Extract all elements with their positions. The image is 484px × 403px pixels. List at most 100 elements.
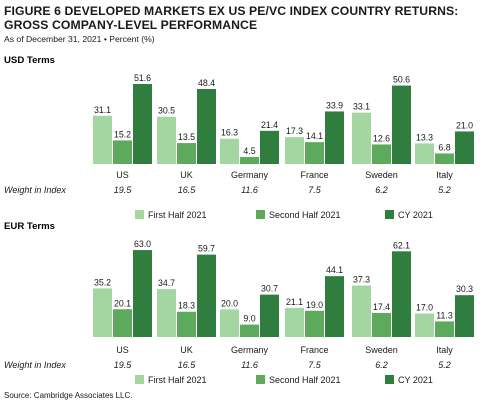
legend-label: First Half 2021 (148, 375, 207, 385)
weight-value: 11.6 (241, 185, 258, 195)
weight-value: 7.5 (308, 360, 322, 370)
bar-value-label: 21.4 (261, 120, 278, 130)
weight-value: 7.5 (308, 185, 322, 195)
bar-value-label: 35.2 (94, 277, 111, 287)
bar-value-label: 21.0 (456, 120, 473, 130)
category-label: Italy (436, 345, 453, 355)
bar (240, 157, 259, 164)
bar (133, 84, 152, 164)
bar-value-label: 48.4 (198, 78, 215, 88)
figure-title-line1: FIGURE 6 DEVELOPED MARKETS EX US PE/VC I… (4, 4, 459, 18)
legend-label: CY 2021 (398, 375, 433, 385)
source-note: Source: Cambridge Associates LLC. (4, 391, 133, 400)
bar (352, 285, 371, 337)
bar-value-label: 19.0 (306, 300, 323, 310)
bar (455, 131, 474, 164)
bar (392, 85, 411, 164)
figure-subtitle: As of December 31, 2021 • Percent (%) (4, 34, 155, 44)
bar-value-label: 63.0 (134, 239, 151, 249)
category-label: Italy (436, 170, 453, 180)
weight-value: 16.5 (178, 185, 197, 195)
weight-value: 5.2 (438, 360, 451, 370)
weight-value: 19.5 (114, 185, 133, 195)
category-label: France (300, 170, 328, 180)
bar-value-label: 20.0 (221, 298, 238, 308)
legend-label: First Half 2021 (148, 210, 207, 220)
legend-swatch (385, 375, 394, 384)
bar (133, 250, 152, 337)
bar (455, 295, 474, 337)
bar (197, 88, 216, 164)
bar-value-label: 59.7 (198, 244, 215, 254)
bar (260, 294, 279, 337)
bar (285, 137, 304, 164)
bar (197, 254, 216, 337)
bar (240, 324, 259, 337)
category-label: UK (180, 345, 193, 355)
bar (372, 312, 391, 337)
bar-value-label: 14.1 (306, 131, 323, 141)
bar-value-label: 34.7 (158, 278, 175, 288)
legend-swatch (385, 210, 394, 219)
weight-value: 6.2 (375, 185, 388, 195)
bar-value-label: 4.5 (243, 146, 255, 156)
category-label: US (116, 170, 129, 180)
bar-value-label: 17.0 (416, 303, 433, 313)
weight-label: Weight in Index (4, 185, 66, 195)
category-label: Sweden (365, 170, 398, 180)
category-label: Germany (231, 170, 269, 180)
bar (113, 309, 132, 337)
panel-title: USD Terms (4, 55, 55, 66)
bar (435, 153, 454, 164)
bar-value-label: 12.6 (373, 133, 390, 143)
bar-value-label: 13.5 (178, 132, 195, 142)
bar (220, 309, 239, 337)
bar (177, 311, 196, 337)
panel-title: EUR Terms (4, 221, 55, 232)
bar (325, 111, 344, 164)
legend-label: CY 2021 (398, 210, 433, 220)
bar-value-label: 15.2 (114, 129, 131, 139)
bar-value-label: 62.1 (393, 240, 410, 250)
bar-value-label: 30.7 (261, 284, 278, 294)
bar (392, 251, 411, 337)
bar (157, 116, 176, 164)
bar (415, 143, 434, 164)
bar-value-label: 17.3 (286, 126, 303, 136)
legend-swatch (256, 210, 265, 219)
category-label: UK (180, 170, 193, 180)
bar (93, 115, 112, 164)
bar-value-label: 31.1 (94, 105, 111, 115)
bar (177, 143, 196, 164)
bar-value-label: 50.6 (393, 75, 410, 85)
legend-swatch (256, 375, 265, 384)
bar (220, 138, 239, 164)
bar (305, 142, 324, 164)
bar-value-label: 44.1 (326, 265, 343, 275)
bar-value-label: 17.4 (373, 302, 390, 312)
bar-value-label: 51.6 (134, 73, 151, 83)
bar-value-label: 11.3 (436, 310, 453, 320)
bar-value-label: 33.9 (326, 100, 343, 110)
legend-label: Second Half 2021 (269, 375, 341, 385)
bar-value-label: 30.5 (158, 106, 175, 116)
bar-value-label: 21.1 (286, 297, 303, 307)
bar-value-label: 37.3 (353, 275, 370, 285)
category-label: Sweden (365, 345, 398, 355)
bar-value-label: 18.3 (178, 301, 195, 311)
weight-value: 16.5 (178, 360, 197, 370)
bar (285, 307, 304, 337)
figure-title-line2: GROSS COMPANY-LEVEL PERFORMANCE (4, 18, 258, 32)
category-label: Germany (231, 345, 269, 355)
bar (325, 276, 344, 337)
legend-swatch (135, 375, 144, 384)
bar-value-label: 13.3 (416, 132, 433, 142)
bar (260, 130, 279, 164)
bar-value-label: 33.1 (353, 102, 370, 112)
bar-value-label: 9.0 (243, 314, 255, 324)
bar-value-label: 20.1 (114, 298, 131, 308)
bar (372, 144, 391, 164)
weight-value: 19.5 (114, 360, 133, 370)
bar (305, 310, 324, 337)
